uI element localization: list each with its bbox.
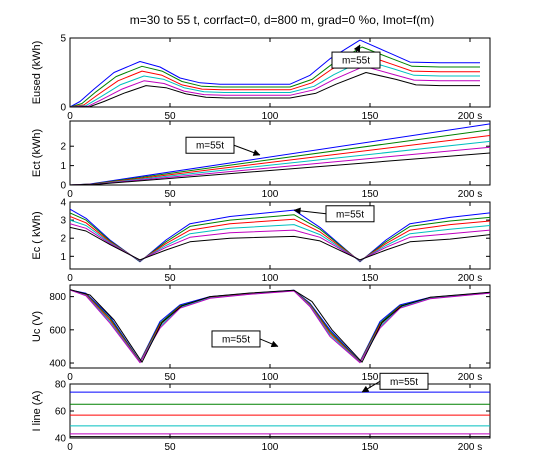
- y-tick-label: 0: [60, 181, 66, 192]
- annotation-arrow-head: [293, 207, 301, 215]
- axes-frame: [69, 37, 491, 108]
- y-tick-label: 80: [55, 380, 67, 391]
- subplot-eused: 0 50 100 150 200 s 0 5 Eused (kWh) m=55t: [31, 34, 491, 122]
- axes-frame: [69, 383, 491, 439]
- x-tick-label: 150: [362, 372, 379, 383]
- x-tick-label: 100: [262, 442, 279, 453]
- x-tick-label: 50: [164, 273, 176, 284]
- series-line-3: [70, 216, 490, 262]
- y-tick-label: 0: [60, 103, 66, 114]
- y-tick-label: 40: [55, 434, 67, 445]
- subplot-ec: 0 50 100 150 200 s 1 2 3 4 Ec ( kWh) m=55t: [31, 198, 491, 284]
- series-group: [70, 289, 490, 364]
- y-tick-label: 2: [60, 234, 66, 245]
- y-tick-label: 3: [60, 216, 66, 227]
- series-line-2: [70, 46, 480, 107]
- annotation-arrow-head: [252, 149, 261, 156]
- x-tick-label: 50: [164, 111, 176, 122]
- subplot-ect: 0 50 100 150 200 s 0 1 2 Ect (kWh) m=55t: [31, 120, 491, 200]
- x-tick-label: 50: [164, 372, 176, 383]
- x-tick-label: 150: [362, 111, 379, 122]
- y-axis-label: Eused (kWh): [31, 41, 43, 105]
- series-line-5: [70, 223, 490, 261]
- x-tick-label: 0: [67, 273, 73, 284]
- x-tick-label: 0: [67, 442, 73, 453]
- y-tick-label: 600: [49, 325, 66, 336]
- x-tick-label: 100: [262, 372, 279, 383]
- y-tick-label: 2: [60, 142, 66, 153]
- x-tick-label: 150: [362, 442, 379, 453]
- annotation-label: m=55t: [196, 141, 224, 152]
- x-tick-label: 0: [67, 372, 73, 383]
- axes-frame: [69, 284, 491, 369]
- y-tick-label: 1: [60, 161, 66, 172]
- series-line-6: [70, 152, 490, 185]
- y-axis-label: I line (A): [31, 391, 43, 432]
- series-group: [70, 208, 490, 263]
- y-tick-label: 4: [60, 198, 66, 209]
- series-line-1: [70, 39, 480, 107]
- series-line-2: [70, 212, 490, 262]
- y-axis-label: Ec ( kWh): [31, 211, 43, 259]
- series-group: [70, 391, 490, 438]
- series-line-5: [70, 289, 490, 364]
- x-tick-label: 200 s: [458, 372, 482, 383]
- figure-title: m=30 to 55 t, corrfact=0, d=800 m, grad=…: [130, 13, 434, 27]
- series-line-1: [70, 208, 490, 263]
- y-tick-label: 5: [60, 34, 66, 45]
- y-tick-label: 60: [55, 407, 67, 418]
- annotation-arrow-head: [361, 385, 370, 393]
- series-line-4: [70, 219, 490, 262]
- series-line-6: [70, 226, 490, 261]
- x-tick-label: 100: [262, 273, 279, 284]
- x-tick-label: 200 s: [458, 273, 482, 284]
- x-tick-label: 50: [164, 189, 176, 200]
- annotation-arrow-head: [270, 340, 279, 348]
- x-tick-label: 200 s: [458, 111, 482, 122]
- series-line-4: [70, 59, 480, 107]
- x-tick-label: 150: [362, 189, 379, 200]
- series-line-5: [70, 65, 480, 107]
- y-tick-label: 800: [49, 292, 66, 303]
- x-tick-label: 100: [262, 111, 279, 122]
- series-line-3: [70, 53, 480, 107]
- series-group: [70, 123, 490, 185]
- y-tick-label: 400: [49, 359, 66, 370]
- annotation-label: m=55t: [336, 209, 364, 220]
- subplot-uc: 0 50 100 150 200 s 400 600 800 Uc (V) m=55t: [31, 284, 491, 383]
- axes-frame: [69, 120, 491, 186]
- x-tick-label: 100: [262, 189, 279, 200]
- x-tick-label: 200 s: [458, 189, 482, 200]
- series-line-6: [70, 72, 480, 107]
- x-tick-label: 0: [67, 189, 73, 200]
- y-axis-label: Uc (V): [31, 311, 43, 342]
- x-tick-label: 150: [362, 273, 379, 284]
- x-tick-label: 200 s: [458, 442, 482, 453]
- axes-frame: [69, 201, 491, 270]
- y-axis-label: Ect (kWh): [31, 129, 43, 177]
- series-line-6: [70, 289, 490, 363]
- subplot-iline: 0 50 100 150 200 s 40 60 80 I line (A) m=55t: [31, 372, 491, 453]
- x-tick-label: 0: [67, 111, 73, 122]
- annotation-label: m=55t: [390, 377, 418, 388]
- annotation-label: m=55t: [222, 334, 250, 345]
- annotation-label: m=55t: [342, 56, 370, 67]
- y-tick-label: 1: [60, 252, 66, 263]
- annotation-arrow-head: [353, 44, 361, 53]
- x-tick-label: 50: [164, 442, 176, 453]
- series-group: [70, 39, 480, 107]
